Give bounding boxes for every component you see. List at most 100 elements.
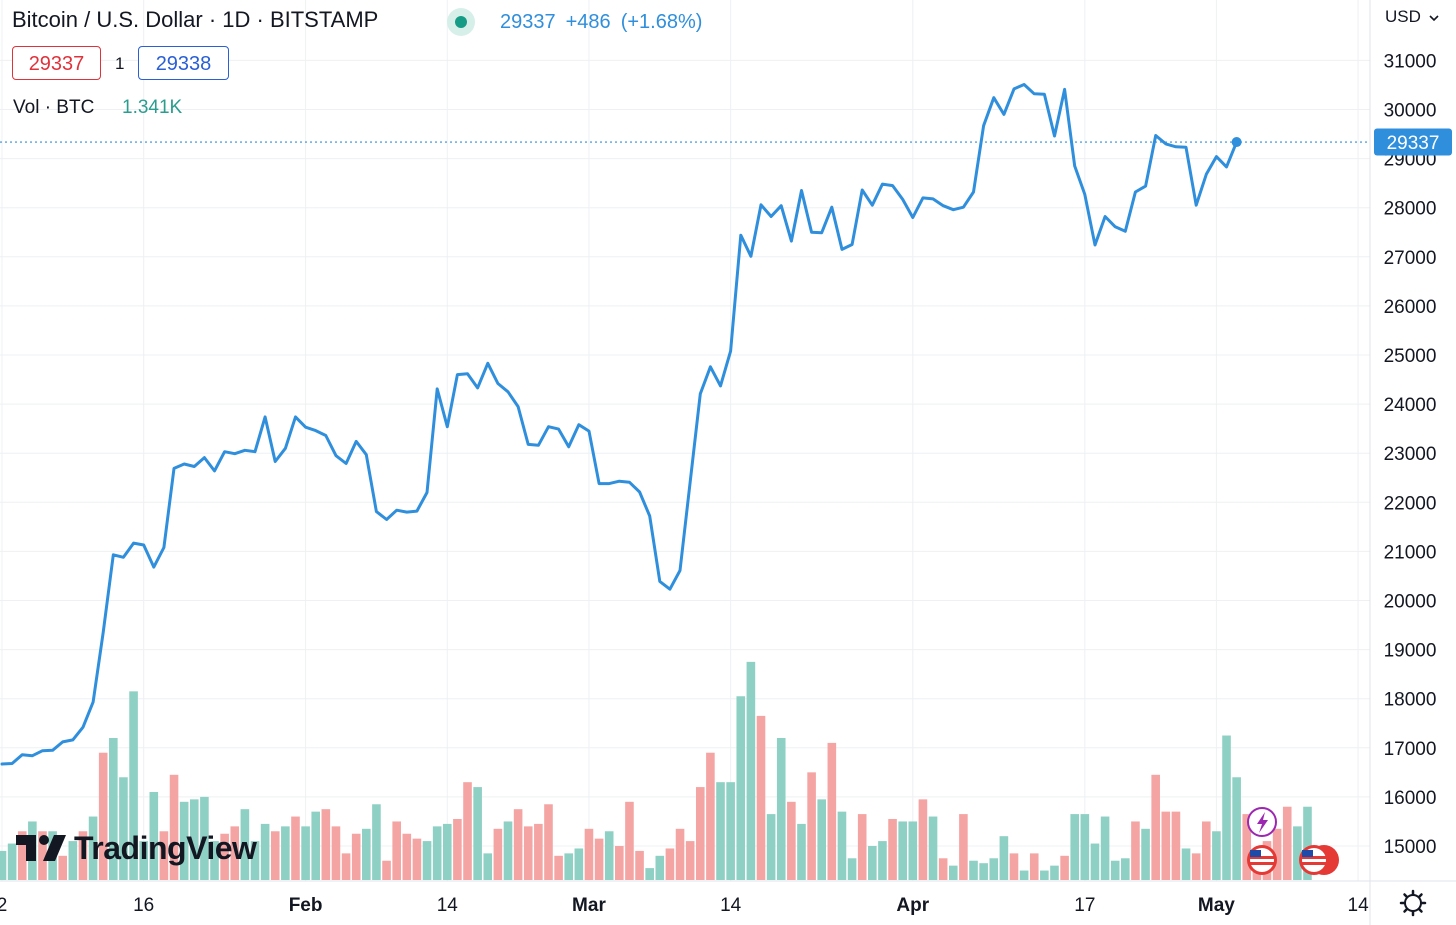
volume-bar (1070, 814, 1080, 880)
volume-bar (1232, 777, 1241, 880)
volume-bar (270, 831, 280, 880)
volume-bar (574, 848, 584, 880)
volume-bar (119, 777, 128, 880)
y-tick-label: 19000 (1384, 641, 1437, 662)
volume-bar (847, 858, 857, 880)
volume-bar (392, 821, 401, 880)
volume-bar (68, 841, 78, 880)
volume-bar (432, 826, 442, 880)
volume-bar (948, 865, 958, 880)
volume-bar (1131, 821, 1140, 880)
volume-bar (615, 846, 624, 880)
x-tick-label: May (1198, 895, 1235, 916)
buy-price-button[interactable]: 29338 (138, 46, 229, 80)
volume-bar (1121, 858, 1130, 880)
volume-bar (412, 838, 422, 880)
time-axis[interactable]: 2 16 Feb 14 Mar 14 Apr 17 May 14 (0, 895, 1369, 916)
tradingview-logo-text: TradingView (74, 829, 257, 866)
currency-selector[interactable]: USD (1385, 7, 1439, 27)
volume-bar (766, 814, 776, 880)
x-tick-label: 17 (1074, 895, 1095, 916)
us-flag-event-icon-double[interactable] (1299, 845, 1339, 875)
volume-bar (604, 831, 614, 880)
volume-bar (483, 853, 493, 880)
volume-bar (868, 846, 877, 880)
volume-bar (200, 796, 209, 880)
lightning-event-icon[interactable] (1247, 807, 1277, 837)
y-tick-label: 21000 (1384, 542, 1437, 563)
volume-bar (260, 823, 270, 880)
price-axis[interactable]: 15000 16000 17000 18000 19000 20000 21000 22000… (1384, 51, 1437, 858)
volume-bar (827, 742, 837, 880)
volume-bar (645, 868, 654, 880)
y-tick-label: 30000 (1384, 101, 1437, 122)
volume-bar (938, 858, 948, 880)
volume-bar (362, 828, 371, 880)
volume-bar (695, 787, 705, 880)
volume-bar (442, 823, 452, 880)
current-price-label: 29337 (1387, 133, 1440, 154)
volume-bar (797, 823, 806, 880)
gear-icon[interactable] (1399, 889, 1427, 917)
volume-bar (959, 814, 968, 880)
volume-bar (1161, 811, 1171, 880)
volume-bar (149, 791, 159, 880)
volume-bar (888, 818, 897, 880)
volume-bar (534, 823, 543, 880)
volume-bar (746, 661, 756, 880)
currency-label: USD (1385, 7, 1421, 26)
volume-bar (1303, 806, 1312, 880)
us-flag-event-icon[interactable] (1247, 845, 1277, 875)
volume-bar (1151, 774, 1160, 880)
volume-bar (189, 799, 199, 880)
volume-bar (898, 821, 907, 880)
tradingview-logo[interactable]: TradingView (16, 829, 257, 866)
volume-bar (159, 831, 169, 880)
volume-bar (584, 828, 594, 880)
volume-bar (78, 831, 88, 880)
volume-bar (1090, 843, 1100, 880)
y-tick-label: 18000 (1384, 690, 1437, 711)
volume-bar (706, 752, 715, 880)
y-tick-label: 31000 (1384, 51, 1437, 72)
y-tick-label: 26000 (1384, 297, 1437, 318)
chevron-down-icon (1429, 15, 1439, 22)
volume-bar (1212, 831, 1221, 880)
volume-bar (351, 833, 361, 880)
x-tick-label: 14 (720, 895, 742, 916)
x-tick-label: 2 (0, 895, 7, 916)
y-tick-label: 27000 (1384, 248, 1437, 269)
price-quote: 29337 +486 (+1.68%) (500, 11, 712, 34)
volume-bar (969, 860, 978, 880)
volume-bar (908, 821, 918, 880)
volume-bar (878, 841, 887, 880)
volume-bar (1080, 814, 1090, 880)
x-tick-label: 14 (1348, 895, 1370, 916)
y-tick-label: 16000 (1384, 788, 1437, 809)
volume-bar (999, 836, 1009, 880)
symbol-title[interactable]: Bitcoin / U.S. Dollar · 1D · BITSTAMP (12, 7, 379, 32)
volume-bar (979, 863, 988, 880)
volume-bar (554, 855, 563, 880)
y-tick-label: 15000 (1384, 837, 1437, 858)
volume-bar (230, 826, 240, 880)
volume-bar (807, 772, 816, 880)
volume-bar (38, 831, 47, 880)
volume-bar (321, 809, 331, 880)
volume-bar (1282, 806, 1292, 880)
last-price-point (1231, 137, 1242, 148)
volume-bar (109, 737, 118, 880)
x-tick-label: Apr (896, 895, 929, 916)
volume-bar (685, 841, 695, 880)
last-price: 29337 (500, 11, 556, 33)
volume-bar (726, 782, 735, 880)
volume-bar (1272, 828, 1282, 880)
volume-bar (675, 828, 685, 880)
sell-price-button[interactable]: 29337 (12, 46, 101, 80)
volume-bar (594, 838, 604, 880)
y-tick-label: 23000 (1384, 444, 1437, 465)
volume-bar (989, 858, 999, 880)
volume-bar (817, 799, 827, 880)
volume-bar (291, 816, 300, 880)
